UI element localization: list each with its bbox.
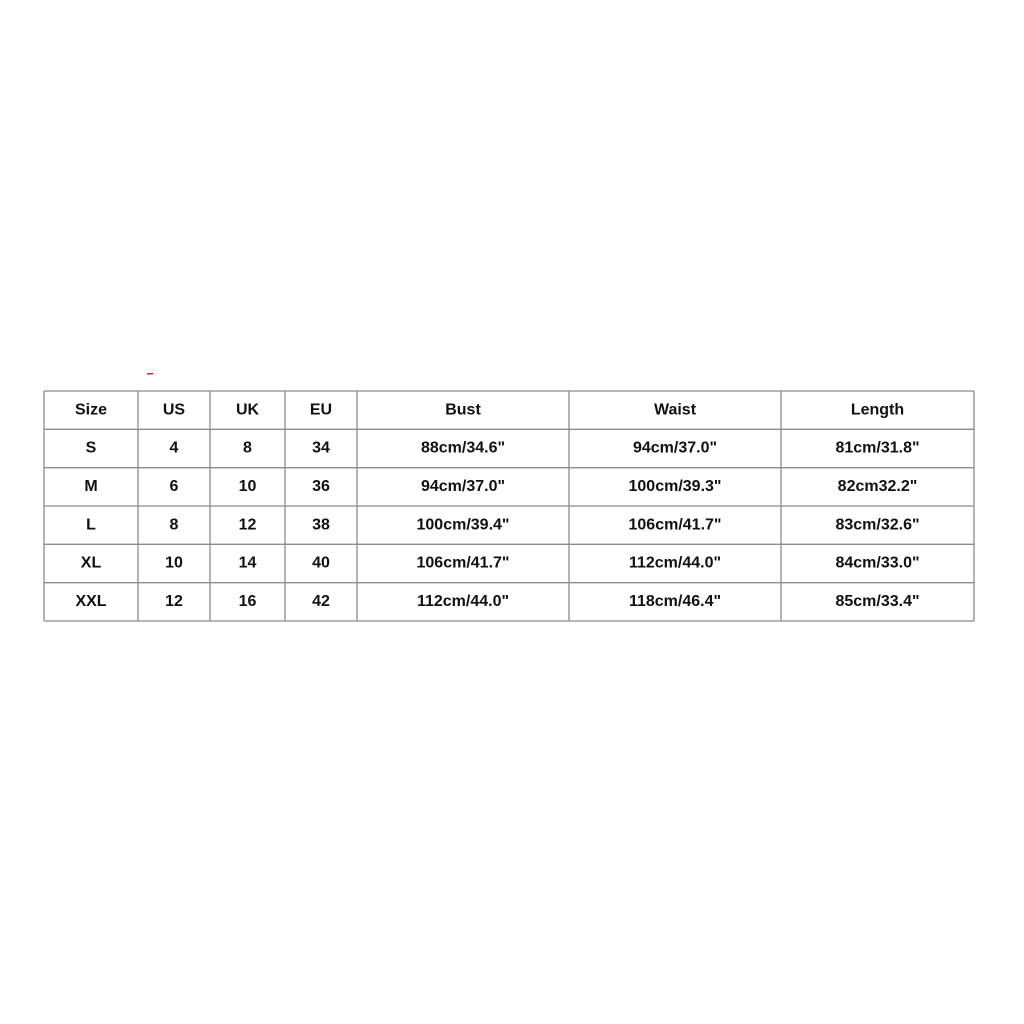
table-cell: 42	[312, 593, 330, 610]
table-cell: 16	[239, 593, 257, 610]
table-cell: 4	[170, 440, 179, 457]
table-cell: 81cm/31.8"	[835, 440, 919, 457]
table-cell: 36	[312, 478, 330, 495]
table-cell: M	[84, 478, 97, 495]
header-cell: Waist	[654, 401, 697, 418]
table-cell: 94cm/37.0"	[633, 440, 717, 457]
table-cell: 106cm/41.7"	[629, 516, 722, 533]
table-cell: 34	[312, 440, 330, 457]
table-cell: 40	[312, 555, 330, 572]
table-cell: 10	[239, 478, 257, 495]
table-cell: 118cm/46.4"	[629, 593, 721, 610]
table-cell: XL	[81, 555, 102, 572]
table-cell: 12	[165, 593, 183, 610]
table-cell: 100cm/39.4"	[417, 516, 510, 533]
header-cell: Length	[851, 401, 904, 418]
header-cell: EU	[310, 401, 332, 418]
table-cell: 88cm/34.6"	[421, 440, 505, 457]
table-cell: 83cm/32.6"	[835, 516, 919, 533]
header-cell: UK	[236, 401, 260, 418]
table-cell: 14	[239, 555, 257, 572]
table-cell: 82cm32.2"	[838, 478, 918, 495]
red-mark	[147, 373, 153, 375]
header-cell: US	[163, 401, 186, 418]
table-cell: 112cm/44.0"	[629, 555, 721, 572]
table-cell: L	[86, 516, 96, 533]
table-cell: 8	[170, 516, 179, 533]
table-cell: 106cm/41.7"	[417, 555, 510, 572]
table-cell: 6	[170, 478, 179, 495]
table-cell: 85cm/33.4"	[835, 593, 919, 610]
table-cell: 84cm/33.0"	[835, 555, 919, 572]
table-cell: 12	[239, 516, 257, 533]
table-cell: 112cm/44.0"	[417, 593, 509, 610]
table-cell: 10	[165, 555, 183, 572]
table-cell: S	[86, 440, 97, 457]
table-cell: XXL	[75, 593, 106, 610]
header-cell: Bust	[445, 401, 481, 418]
table-cell: 100cm/39.3"	[629, 478, 722, 495]
table-cell: 8	[243, 440, 252, 457]
table-cell: 94cm/37.0"	[421, 478, 505, 495]
table-cell: 38	[312, 516, 330, 533]
header-cell: Size	[75, 401, 107, 418]
